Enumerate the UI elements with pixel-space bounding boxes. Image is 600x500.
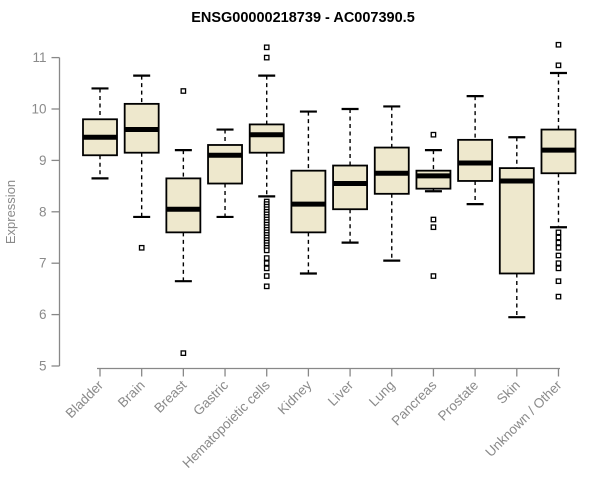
outlier-point — [430, 224, 437, 231]
iqr-box — [207, 144, 243, 185]
iqr-box — [248, 123, 285, 154]
outlier-point — [555, 229, 562, 236]
box-group — [165, 88, 202, 357]
outlier-point — [263, 54, 270, 61]
box-group — [332, 107, 368, 244]
boxes-layer — [82, 41, 577, 357]
box-group — [123, 74, 160, 251]
box-group — [498, 136, 535, 319]
x-category-label: Lung — [366, 378, 398, 410]
outlier-point — [430, 216, 437, 223]
outlier-point — [555, 265, 562, 272]
x-category-label: Gastric — [190, 377, 231, 418]
outlier-point — [263, 273, 270, 279]
outlier-point — [555, 252, 562, 259]
outlier-point — [263, 283, 270, 290]
outlier-point — [430, 273, 437, 279]
box-group — [207, 128, 243, 219]
x-category-label: Breast — [151, 377, 189, 415]
outlier-point — [263, 247, 270, 254]
iqr-box — [332, 164, 368, 211]
y-axis-title: Expression — [3, 180, 18, 244]
outlier-point — [555, 234, 562, 241]
x-category-label: Prostate — [435, 378, 481, 424]
iqr-box — [165, 177, 202, 234]
box-group — [373, 105, 410, 262]
iqr-box — [457, 138, 494, 182]
outlier-point — [555, 260, 562, 267]
x-category-label: Kidney — [275, 377, 315, 417]
outlier-point — [263, 44, 270, 51]
y-tick-label: 8 — [39, 204, 47, 219]
outlier-point — [180, 88, 187, 94]
outlier-point — [263, 255, 270, 261]
outlier-point — [430, 131, 437, 138]
x-category-label: Liver — [325, 377, 357, 409]
box-group — [457, 95, 494, 206]
y-tick-label: 7 — [39, 256, 47, 271]
y-tick-label: 10 — [31, 102, 46, 117]
x-category-label: Bladder — [63, 377, 107, 421]
iqr-box — [373, 146, 410, 195]
x-category-label: Skin — [494, 378, 523, 407]
y-tick-label: 6 — [39, 307, 47, 322]
y-tick-label: 9 — [39, 153, 47, 168]
iqr-box — [498, 167, 535, 275]
outlier-point — [555, 293, 562, 300]
box-group — [540, 41, 577, 300]
box-group — [248, 44, 285, 290]
outlier-point — [138, 244, 145, 251]
outlier-point — [180, 350, 187, 357]
x-category-label: Unknown / Other — [482, 377, 565, 460]
outlier-point — [555, 278, 562, 285]
outlier-point — [555, 244, 562, 251]
box-group — [290, 110, 327, 275]
outlier-point — [263, 265, 270, 272]
outlier-point — [555, 41, 562, 48]
y-tick-label: 11 — [32, 50, 46, 65]
outlier-point — [263, 260, 270, 267]
y-tick-label: 5 — [39, 359, 47, 374]
box-group — [415, 131, 452, 279]
chart-title: ENSG00000218739 - AC007390.5 — [191, 10, 415, 26]
box-group — [82, 87, 118, 180]
x-category-label: Pancreas — [389, 377, 440, 428]
outlier-point — [555, 62, 562, 69]
outlier-point — [555, 239, 562, 246]
x-category-label: Brain — [115, 378, 148, 411]
iqr-box — [290, 169, 327, 234]
